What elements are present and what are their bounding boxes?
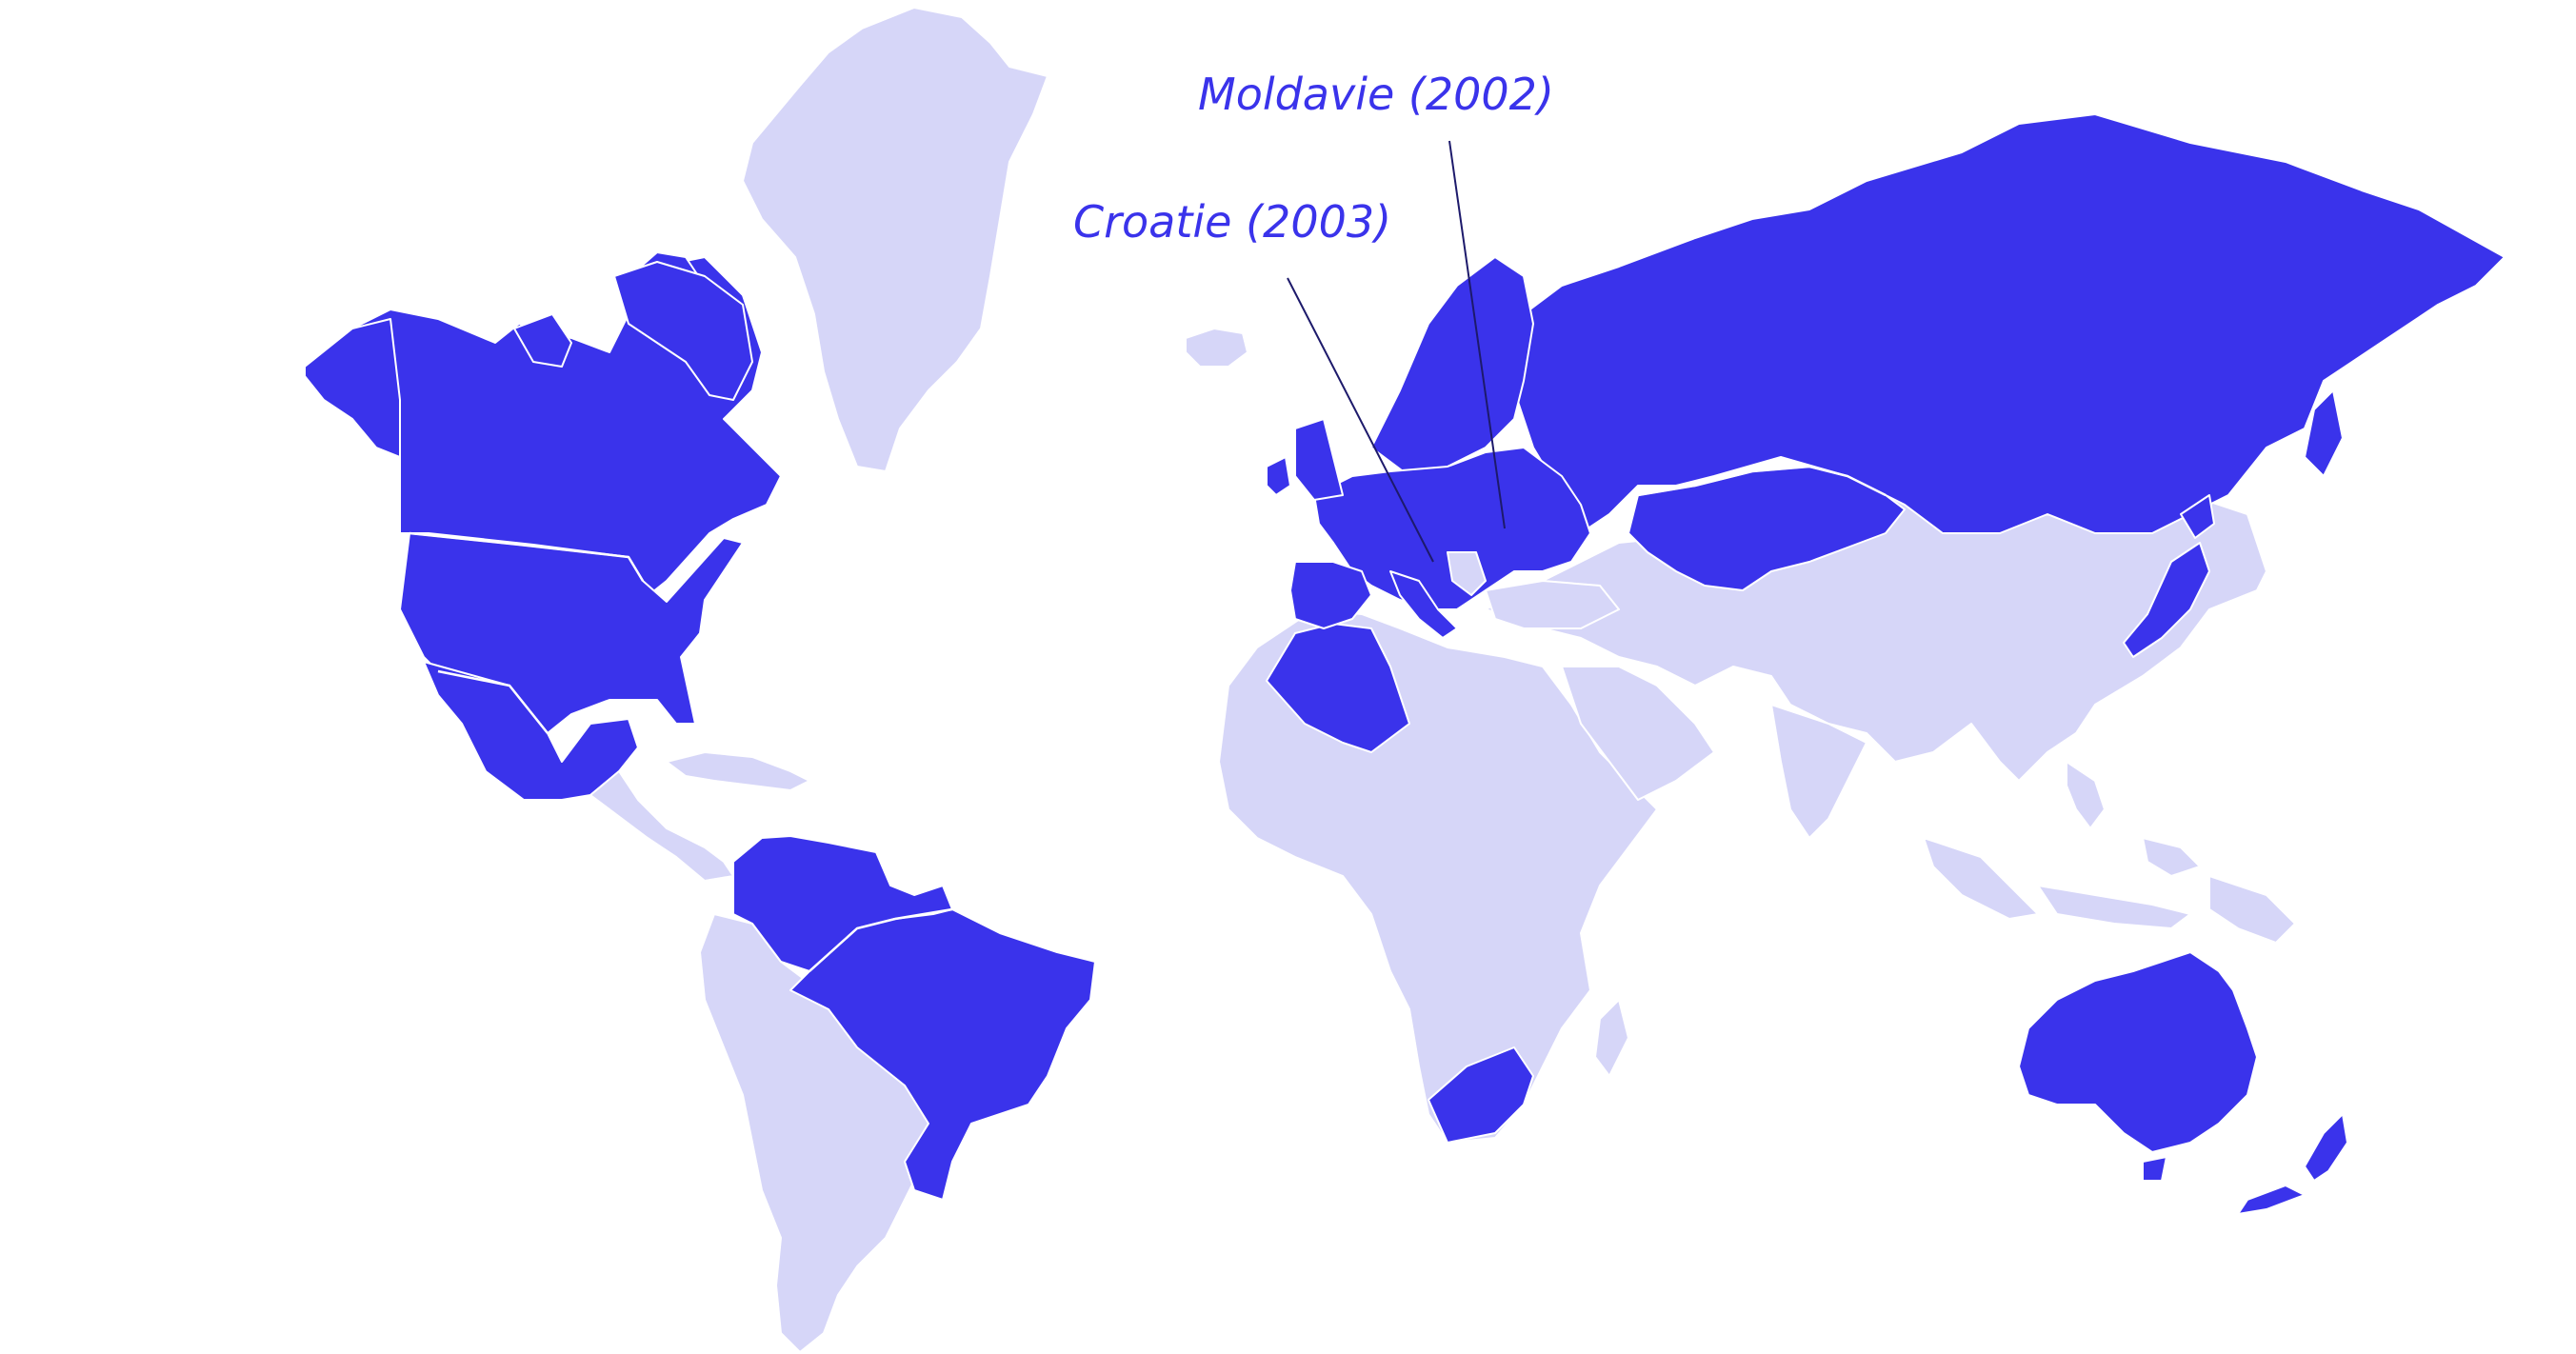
region-italy — [1389, 570, 1458, 639]
border-brazil-north — [809, 907, 953, 972]
region-balkans-light — [1447, 551, 1487, 596]
region-caribbean — [666, 751, 810, 791]
region-tasmania — [2142, 1156, 2167, 1182]
region-alaska — [304, 318, 401, 458]
region-south-africa — [1428, 1046, 1534, 1144]
region-maghreb — [1266, 623, 1410, 753]
region-canada-islands-2 — [513, 313, 572, 368]
region-india — [1770, 704, 1867, 839]
region-africa — [1218, 608, 1658, 1144]
annotation-label-croatie: Croatie (2003) — [1073, 196, 1392, 248]
region-russia-east — [2304, 389, 2344, 477]
leader-line-moldavie — [1448, 140, 1506, 529]
region-philippines — [2066, 761, 2106, 829]
region-indonesia — [1923, 837, 2296, 944]
region-central-america — [589, 770, 734, 882]
border-canada-usa — [409, 531, 645, 582]
region-canada-baffin — [613, 261, 753, 401]
region-australia — [2018, 951, 2258, 1153]
region-russia — [1513, 113, 2506, 534]
border-usa-mexico — [437, 669, 549, 734]
border-russia-kazakhstan — [1637, 465, 1887, 497]
region-arabia — [1561, 666, 1715, 801]
region-scandinavia — [1370, 256, 1534, 477]
region-britain — [1294, 418, 1344, 501]
region-japan — [2123, 494, 2215, 658]
leader-line-croatie — [1287, 277, 1434, 563]
region-iberia — [1289, 561, 1372, 629]
annotation-label-moldavie: Moldavie (2002) — [1198, 69, 1554, 120]
region-ireland — [1266, 456, 1291, 496]
region-greenland — [742, 7, 1048, 472]
region-madagascar — [1594, 999, 1629, 1077]
region-new-zealand — [2237, 1113, 2348, 1215]
region-turkey — [1485, 580, 1620, 629]
region-iceland — [1185, 328, 1248, 368]
